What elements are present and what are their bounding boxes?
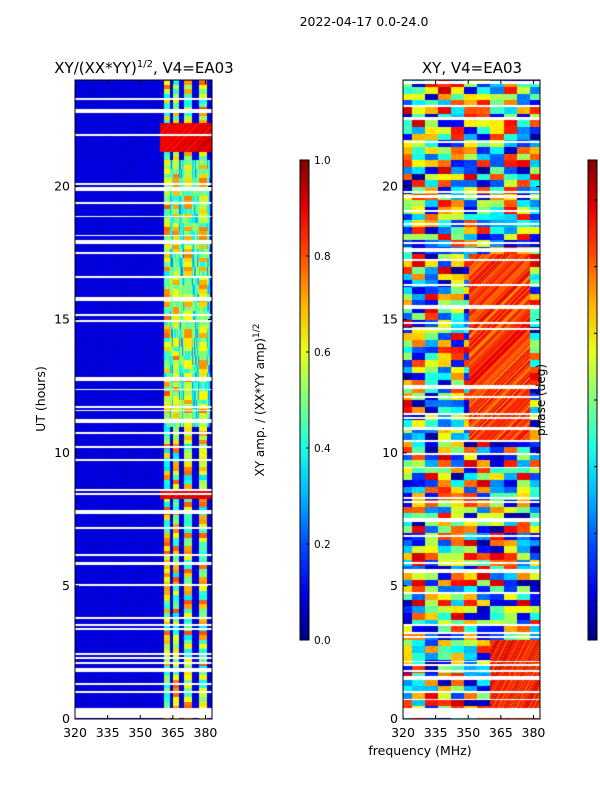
colorbar-tick-label: 0.6 — [314, 347, 331, 359]
colorbar-tick-label: 0.0 — [314, 635, 331, 647]
shared-x-label: frequency (MHz) — [368, 743, 471, 758]
y-tick-label: 5 — [390, 578, 398, 593]
x-tick-label: 320 — [63, 725, 87, 740]
x-tick-label: 380 — [194, 725, 218, 740]
colorbar-tick-label: 0.8 — [314, 251, 331, 263]
amplitude-ticks: 320 335 350 365 380 0 5 10 15 20 — [54, 80, 217, 740]
phase-heatmap — [403, 80, 540, 719]
amplitude-colorbar-gradient — [300, 160, 309, 640]
amplitude-colorbar: 0.0 0.2 0.4 0.6 0.8 1.0 XY amp. / (XX*YY amp)… — [252, 155, 331, 647]
x-tick-label: 365 — [161, 725, 185, 740]
phase-axes-frame — [402, 79, 541, 720]
colorbar-tick-label: 0.4 — [314, 443, 331, 455]
amplitude-panel-title: XY/(XX*YY)1/2, V4=EA03 — [54, 59, 233, 77]
y-tick-label: 20 — [54, 179, 70, 194]
x-tick-label: 335 — [424, 725, 448, 740]
amplitude-axes-frame — [74, 79, 213, 720]
figure-title: 2022-04-17 0.0-24.0 — [300, 14, 429, 29]
phase-ticks: 320 335 350 365 380 0 5 10 15 20 — [382, 80, 545, 740]
phase-colorbar-label: phase (deg) — [534, 364, 548, 436]
y-tick-label: 0 — [390, 711, 398, 726]
x-tick-label: 335 — [96, 725, 120, 740]
amplitude-panel: XY/(XX*YY)1/2, V4=EA03 320 335 350 365 380 0 5… — [33, 59, 234, 740]
x-tick-label: 350 — [128, 725, 152, 740]
phase-colorbar-gradient — [588, 160, 597, 640]
y-tick-label: 10 — [54, 445, 70, 460]
amplitude-colorbar-frame — [299, 159, 310, 641]
x-tick-label: 380 — [522, 725, 546, 740]
phase-panel: XY, V4=EA03 320 335 350 365 380 0 5 10 15 20 — [382, 59, 545, 740]
x-tick-label: 350 — [456, 725, 480, 740]
phase-panel-title: XY, V4=EA03 — [422, 59, 522, 77]
colorbar-tick-label: 1.0 — [314, 155, 331, 167]
x-tick-label: 365 — [489, 725, 513, 740]
y-tick-label: 0 — [62, 711, 70, 726]
y-tick-label: 15 — [382, 312, 398, 327]
phase-colorbar: −150−100−50050100150 phase (deg) — [534, 159, 598, 641]
amplitude-colorbar-ticks: 0.0 0.2 0.4 0.6 0.8 1.0 — [306, 155, 331, 647]
x-tick-label: 320 — [391, 725, 415, 740]
amplitude-colorbar-label: XY amp. / (XX*YY amp)1/2 — [252, 324, 267, 477]
y-tick-label: 15 — [54, 312, 70, 327]
y-tick-label: 5 — [62, 578, 70, 593]
amplitude-y-label: UT (hours) — [33, 366, 48, 432]
colorbar-tick-label: 0.2 — [314, 539, 331, 551]
phase-colorbar-ticks: −150−100−50050100150 — [594, 199, 597, 601]
amplitude-heatmap — [75, 80, 212, 719]
y-tick-label: 20 — [382, 179, 398, 194]
y-tick-label: 10 — [382, 445, 398, 460]
